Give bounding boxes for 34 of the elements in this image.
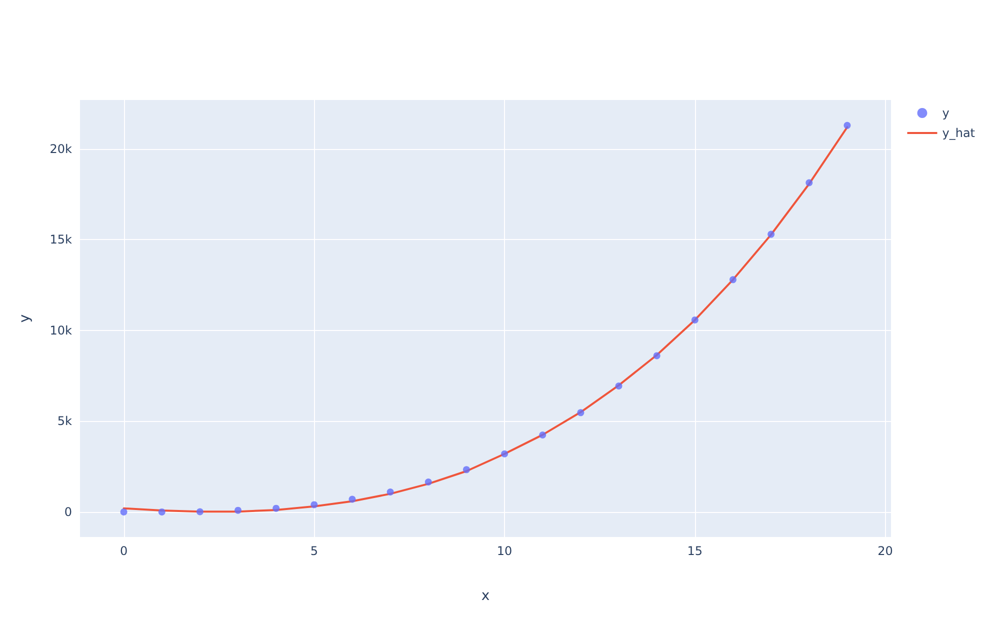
point	[653, 352, 660, 360]
y-tick-label: 10k	[50, 323, 72, 338]
x-axis-title: x	[481, 588, 490, 604]
point	[158, 508, 166, 516]
x-tick-label: 5	[310, 544, 318, 558]
x-tick-label: 10	[496, 544, 512, 558]
y-tick-label: 5k	[57, 414, 72, 428]
x-tick-label: 0	[120, 544, 128, 558]
legend-label: y	[942, 106, 950, 120]
x-tick-label: 20	[878, 544, 893, 558]
y-tick-label: 15k	[50, 232, 72, 247]
y-axis-title: y	[17, 314, 33, 323]
point	[729, 276, 736, 284]
point	[806, 179, 813, 186]
legend-label: y_hat	[942, 126, 976, 140]
x-tick-label: 15	[687, 544, 703, 558]
point	[462, 466, 470, 474]
point	[348, 496, 356, 503]
point	[196, 508, 204, 516]
point	[691, 316, 698, 324]
point	[844, 122, 851, 129]
point	[539, 432, 546, 439]
point	[310, 501, 318, 508]
y-tick-label: 20k	[50, 142, 72, 156]
point	[768, 230, 775, 238]
point	[234, 506, 242, 514]
point	[501, 450, 508, 458]
point	[120, 508, 128, 516]
point	[272, 504, 280, 512]
point	[386, 488, 394, 496]
y-tick-label: 0	[64, 504, 72, 519]
point	[615, 382, 622, 390]
point	[424, 478, 432, 486]
point	[577, 409, 584, 416]
